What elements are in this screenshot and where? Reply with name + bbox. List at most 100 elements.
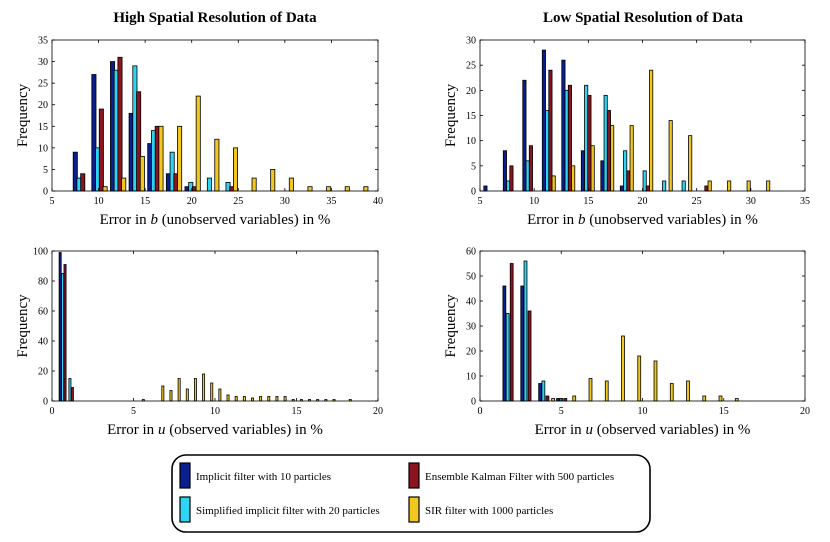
bar-sir: [702, 395, 707, 402]
x-tick-label: 0: [50, 406, 55, 417]
bar-sir: [572, 395, 577, 402]
y-axis-label: Frequency: [443, 294, 459, 358]
bar-sir: [218, 388, 222, 402]
x-tick-label: 5: [478, 196, 483, 207]
bar-enkf: [626, 170, 631, 192]
y-tick-label: 60: [38, 307, 48, 318]
y-tick-label: 10: [466, 136, 476, 147]
bar-sir: [270, 169, 276, 192]
bar-sir: [551, 175, 556, 192]
x-tick-label: 0: [478, 406, 483, 417]
bar-enkf: [704, 185, 709, 192]
y-tick-label: 15: [38, 122, 48, 133]
bar-sir: [604, 380, 609, 402]
bar-enkf: [606, 110, 611, 192]
bar-sir: [326, 186, 332, 192]
y-tick-label: 0: [43, 397, 48, 408]
bar-sir: [210, 382, 214, 402]
bar-sir: [251, 177, 257, 192]
x-tick-label: 10: [210, 406, 220, 417]
left-column-title: High Spatial Resolution of Data: [113, 10, 317, 26]
bar-simplified: [61, 273, 65, 402]
bar-enkf: [509, 263, 514, 402]
bar-implicit: [619, 185, 624, 192]
bar-sir: [588, 378, 593, 402]
bar-enkf: [80, 173, 86, 192]
bar-sir: [727, 180, 732, 192]
bar-enkf: [545, 395, 550, 402]
x-tick-label: 5: [559, 406, 564, 417]
axes-frame: [51, 39, 379, 192]
bar-implicit: [483, 185, 488, 192]
y-tick-label: 40: [38, 337, 48, 348]
y-tick-label: 25: [466, 61, 476, 72]
bar-sir: [177, 125, 183, 192]
y-tick-label: 10: [466, 372, 476, 383]
y-tick-label: 5: [471, 161, 476, 172]
y-tick-label: 30: [466, 322, 476, 333]
bar-simplified: [525, 160, 530, 192]
y-tick-label: 15: [466, 111, 476, 122]
y-tick-label: 20: [466, 86, 476, 97]
y-axis-label: Frequency: [15, 83, 31, 147]
bar-sir: [746, 180, 751, 192]
x-tick-label: 40: [373, 196, 383, 207]
bar-simplified: [623, 150, 628, 192]
bar-simplified: [506, 180, 511, 192]
y-axis-label: Frequency: [15, 294, 31, 358]
y-tick-label: 25: [38, 79, 48, 90]
x-tick-label: 5: [131, 406, 136, 417]
bar-simplified: [564, 89, 569, 192]
bar-sir: [275, 396, 279, 402]
bar-simplified: [68, 378, 72, 402]
bar-sir: [267, 396, 271, 402]
bar-simplified: [523, 260, 528, 402]
bar-implicit: [561, 59, 566, 192]
bar-simplified: [681, 180, 686, 192]
legend-box: [171, 454, 651, 533]
bar-sir: [363, 186, 369, 192]
bar-sir: [283, 396, 287, 402]
y-tick-label: 0: [471, 187, 476, 198]
bar-simplified: [662, 180, 667, 192]
bar-sir: [718, 395, 723, 402]
bar-sir: [669, 383, 674, 402]
y-tick-label: 100: [33, 247, 48, 258]
plot-area: [52, 251, 378, 401]
bar-sir: [169, 390, 173, 402]
chart-u-low-resolution: 0 5 10 15 20 0 10 20 30 40 50 60 Error in u (observe…: [443, 247, 810, 439]
bar-sir: [242, 396, 246, 402]
legend-label-sir: SIR filter with 1000 particles: [425, 505, 553, 517]
bar-sir: [288, 177, 294, 192]
x-tick-label: 20: [373, 406, 383, 417]
y-tick-label: 0: [471, 397, 476, 408]
legend-swatch-simplified: [179, 496, 191, 523]
bar-enkf: [527, 310, 532, 402]
y-tick-label: 35: [38, 36, 48, 47]
plot-area: [480, 251, 805, 401]
x-tick-label: 10: [94, 196, 104, 207]
bar-enkf: [70, 387, 74, 402]
bar-sir: [193, 378, 197, 402]
bar-sir: [251, 397, 254, 402]
bar-simplified: [206, 177, 212, 192]
bar-sir: [195, 95, 201, 192]
bar-sir: [234, 396, 238, 402]
bar-sir: [139, 156, 145, 192]
bar-enkf: [567, 84, 572, 192]
bar-implicit: [538, 383, 542, 402]
x-axis-label: Error in u (observed variables) in %: [107, 422, 323, 438]
bar-enkf: [528, 145, 533, 192]
y-tick-label: 60: [466, 247, 476, 258]
y-tick-label: 20: [38, 367, 48, 378]
bar-enkf: [98, 108, 104, 192]
x-tick-label: 5: [50, 196, 55, 207]
y-tick-label: 30: [466, 36, 476, 47]
bar-implicit: [541, 49, 546, 192]
x-tick-label: 25: [692, 196, 702, 207]
x-tick-label: 20: [638, 196, 648, 207]
bar-sir: [610, 125, 615, 192]
bar-sir: [653, 360, 658, 402]
